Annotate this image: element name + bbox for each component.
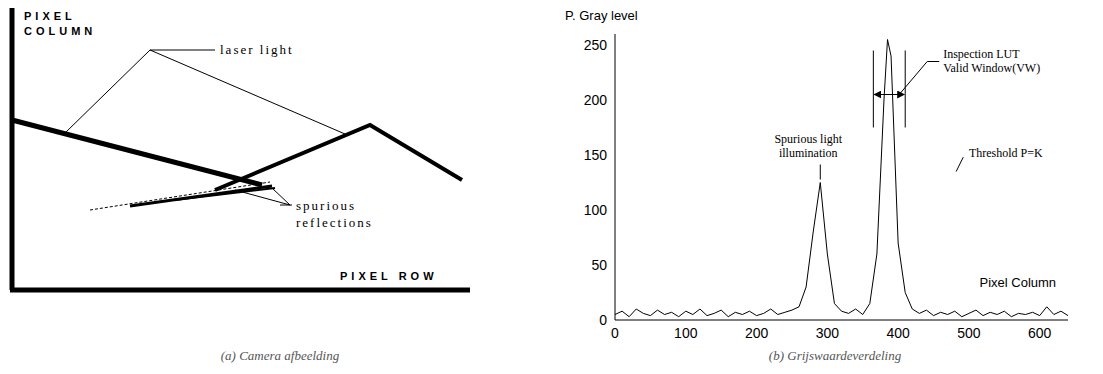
svg-text:spurious: spurious xyxy=(296,198,356,213)
svg-text:50: 50 xyxy=(591,257,607,273)
svg-text:100: 100 xyxy=(674,325,698,341)
svg-text:Inspection LUT: Inspection LUT xyxy=(943,47,1020,61)
svg-text:100: 100 xyxy=(584,202,608,218)
svg-text:Valid Window(VW): Valid Window(VW) xyxy=(943,61,1040,75)
svg-text:COLUMN: COLUMN xyxy=(24,25,96,37)
svg-text:0: 0 xyxy=(611,325,619,341)
svg-text:0: 0 xyxy=(599,312,607,328)
svg-text:laser light: laser light xyxy=(220,42,294,57)
svg-text:Pixel Column: Pixel Column xyxy=(980,275,1057,290)
svg-text:500: 500 xyxy=(957,325,981,341)
svg-text:250: 250 xyxy=(584,37,608,53)
svg-text:Threshold P=K: Threshold P=K xyxy=(969,146,1043,160)
svg-text:200: 200 xyxy=(584,92,608,108)
svg-text:(b) Grijswaardeverdeling: (b) Grijswaardeverdeling xyxy=(769,348,902,363)
svg-text:600: 600 xyxy=(1028,325,1052,341)
svg-text:PIXEL ROW: PIXEL ROW xyxy=(340,270,438,282)
svg-text:P. Gray level: P. Gray level xyxy=(565,8,638,23)
svg-text:reflections: reflections xyxy=(296,215,373,230)
svg-text:150: 150 xyxy=(584,147,608,163)
svg-text:illumination: illumination xyxy=(779,146,838,160)
svg-text:400: 400 xyxy=(886,325,910,341)
svg-text:PIXEL: PIXEL xyxy=(24,10,76,22)
svg-text:(a) Camera afbeelding: (a) Camera afbeelding xyxy=(221,348,340,363)
svg-text:Spurious light: Spurious light xyxy=(774,132,842,146)
svg-text:300: 300 xyxy=(816,325,840,341)
svg-text:200: 200 xyxy=(745,325,769,341)
